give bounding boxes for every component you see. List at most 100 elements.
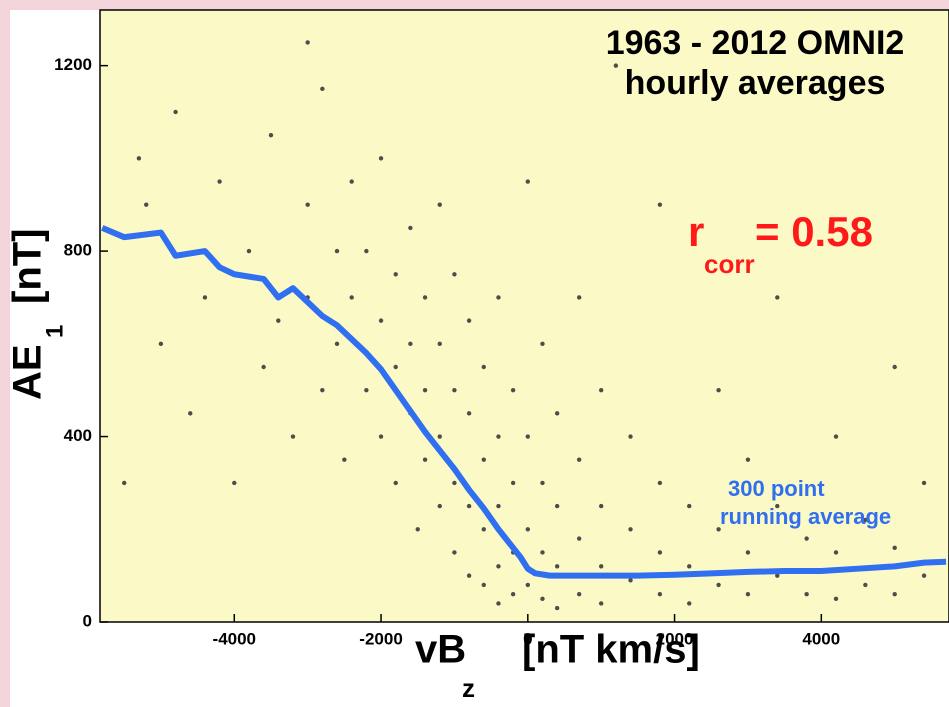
plot-frame <box>99 9 949 623</box>
scatter-point <box>745 550 751 555</box>
scatter-point <box>276 318 281 323</box>
line-label: running average <box>720 504 891 529</box>
chart-title: 1963 - 2012 OMNI2 <box>606 24 905 62</box>
scatter-point <box>833 596 839 602</box>
x-tick-label: 2000 <box>656 629 694 648</box>
scatter-point <box>173 109 178 115</box>
x-tick-label: 4000 <box>802 629 840 648</box>
scatter-point <box>246 248 252 254</box>
running-average-line <box>101 225 947 579</box>
scatter-point <box>540 550 545 555</box>
scatter-point <box>364 248 369 254</box>
scatter-point <box>481 364 486 370</box>
scatter-point <box>261 364 266 370</box>
scatter-point <box>217 179 222 184</box>
scatter-point <box>863 582 868 588</box>
scatter-point <box>496 503 501 509</box>
y-axis-label: AE <box>6 344 50 400</box>
scatter-point <box>775 573 780 578</box>
scatter-point <box>378 156 384 161</box>
scatter-point <box>232 480 237 486</box>
left-border <box>0 0 10 707</box>
scatter-point <box>598 601 604 606</box>
scatter-point <box>305 40 310 45</box>
scatter-point <box>804 591 809 597</box>
scatter-point <box>437 503 442 509</box>
scatter-point <box>833 550 839 555</box>
annotation-subscript: corr <box>704 249 755 279</box>
scatter-point <box>393 364 398 370</box>
scatter-point <box>554 503 560 509</box>
scatter-point <box>540 480 545 486</box>
scatter-point <box>657 480 663 486</box>
scatter-point <box>422 295 428 300</box>
y-tick-label: 1200 <box>54 55 92 74</box>
x-tick-label: -2000 <box>359 629 402 648</box>
scatter-point <box>804 536 809 541</box>
scatter-point <box>408 225 413 231</box>
scatter-point <box>892 591 897 597</box>
plot-area <box>100 10 949 622</box>
scatter-point <box>657 550 663 555</box>
scatter-point <box>598 503 604 509</box>
scatter-point <box>554 605 560 611</box>
scatter-point <box>334 248 340 254</box>
scatter-point <box>613 63 619 68</box>
scatter-point <box>378 434 384 439</box>
scatter-point <box>496 295 501 300</box>
y-tick-label: 800 <box>64 241 92 260</box>
scatter-point <box>496 601 501 606</box>
annotation-symbol: r <box>688 208 704 255</box>
scatter-point <box>349 295 354 300</box>
y-tick-label: 0 <box>83 611 92 630</box>
scatter-point <box>510 387 516 393</box>
scatter-point <box>921 573 927 578</box>
line-label: 300 point <box>728 476 825 501</box>
scatter-point <box>466 503 472 509</box>
annotation-text: = 0.58 <box>755 208 873 255</box>
scatter-point <box>144 202 149 207</box>
scatter-point <box>554 564 560 569</box>
scatter-point <box>349 179 354 184</box>
scatter-point <box>833 434 839 439</box>
scatter-point <box>378 318 384 323</box>
x-tick-label: 0 <box>523 629 532 648</box>
scatter-point <box>540 341 545 347</box>
scatter-point <box>393 480 398 486</box>
scatter-point <box>657 591 663 597</box>
plot-marks <box>101 40 947 611</box>
scatter-point <box>158 341 164 347</box>
scatter-point <box>775 503 780 509</box>
scatter-point <box>437 341 442 347</box>
scatter-point <box>422 457 428 462</box>
scatter-point <box>687 564 692 569</box>
scatter-point <box>437 202 442 207</box>
scatter-point <box>510 591 516 597</box>
y-tick-label: 400 <box>64 426 92 445</box>
scatter-point <box>136 156 142 161</box>
scatter-point <box>466 411 472 416</box>
chart-subtitle: hourly averages <box>625 64 886 102</box>
scatter-point <box>452 480 457 486</box>
scatter-point <box>452 387 457 393</box>
scatter-point <box>452 272 457 277</box>
scatter-point <box>415 527 420 532</box>
y-axis-label-subscript: 1 <box>41 325 68 338</box>
scatter-point <box>290 434 296 439</box>
scatter-point <box>657 202 663 207</box>
scatter-point <box>452 550 457 555</box>
scatter-point <box>364 387 369 393</box>
scatter-point <box>863 517 868 523</box>
scatter-point <box>202 295 208 300</box>
scatter-point <box>496 564 501 569</box>
scatter-point <box>892 545 897 551</box>
scatter-point <box>466 573 472 578</box>
scatter-point <box>466 318 472 323</box>
scatter-point <box>481 582 486 588</box>
scatter-point <box>554 411 560 416</box>
scatter-point <box>481 527 486 532</box>
scatter-point <box>598 564 604 569</box>
scatter-point <box>576 457 582 462</box>
scatter-point <box>576 536 582 541</box>
